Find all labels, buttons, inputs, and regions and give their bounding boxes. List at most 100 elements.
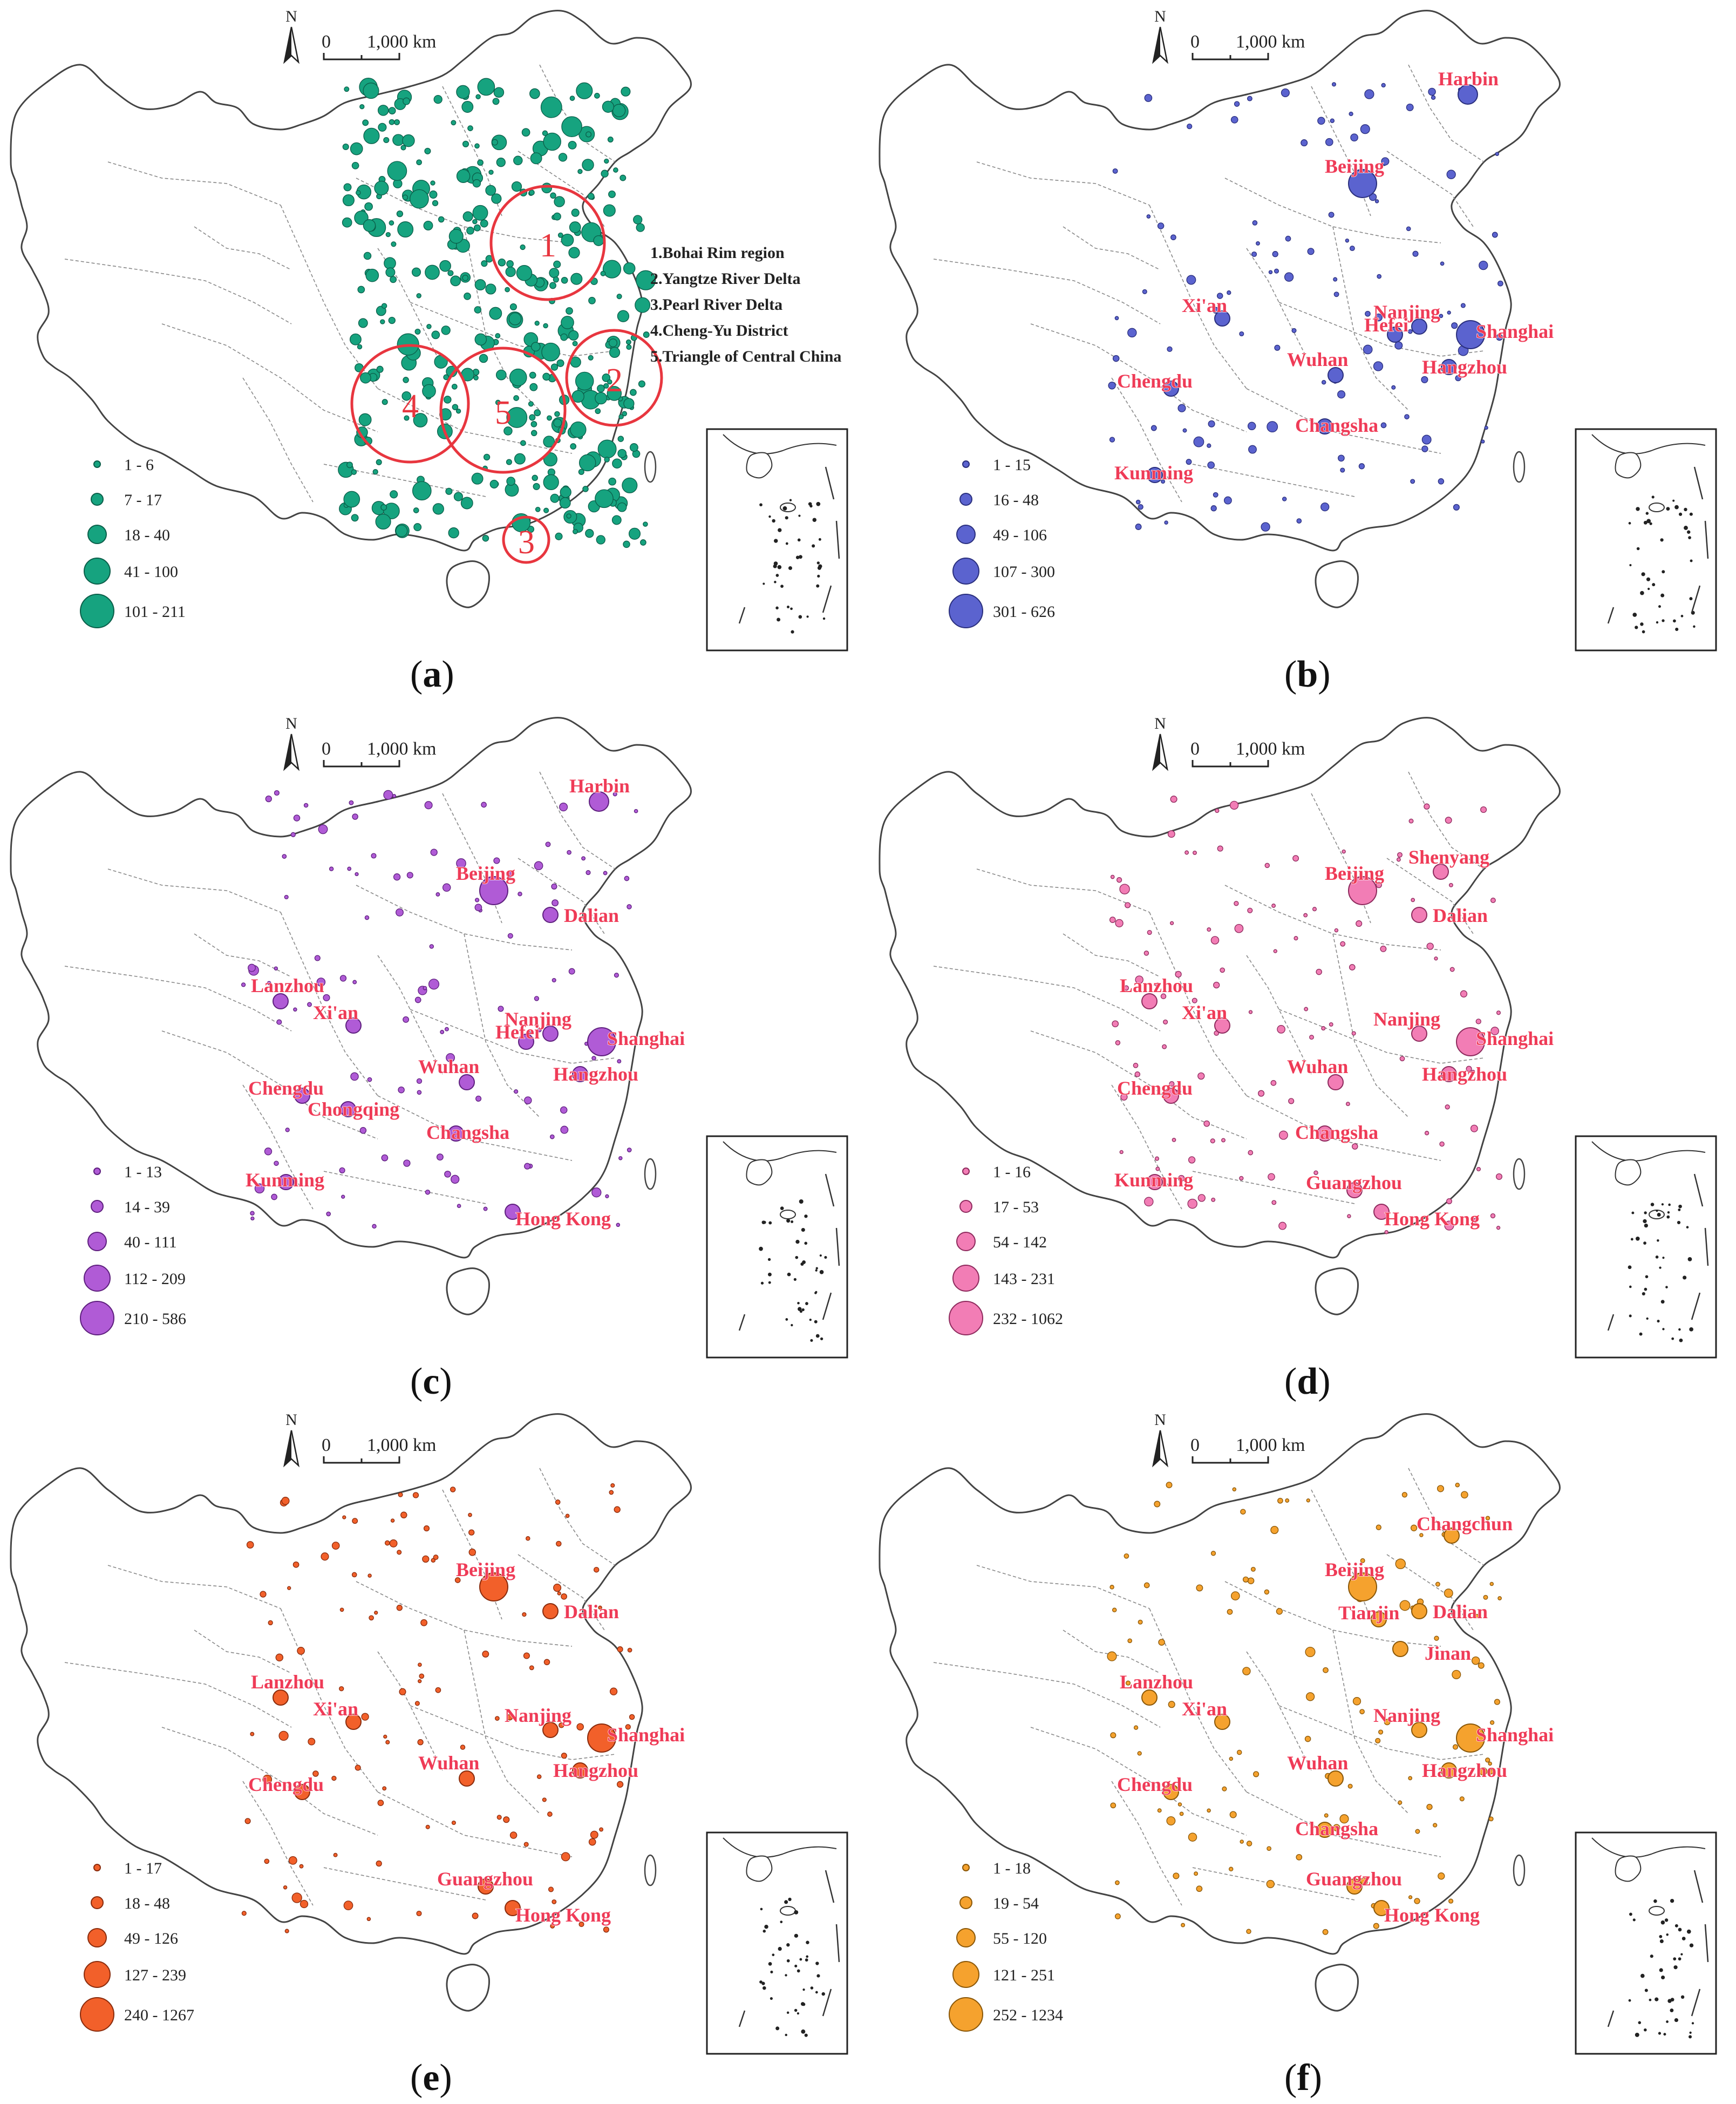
city-point [553,260,561,268]
city-point [436,1153,444,1161]
city-point [1309,1035,1314,1040]
city-point [1489,1720,1495,1725]
city-point [382,399,388,405]
city-point [318,824,328,834]
city-label: Hangzhou [1422,1063,1507,1085]
city-point [506,459,512,465]
city-point [1270,1080,1277,1086]
city-point [1306,1498,1310,1503]
city-point [618,1156,623,1160]
city-point [492,98,500,105]
region-number: 5 [495,395,512,431]
legend-symbol [959,493,972,506]
city-point [509,1831,518,1839]
city-point [284,1929,289,1933]
scale-distance: 1,000 km [1236,1435,1305,1455]
city-point [491,193,502,204]
city-point [523,1842,529,1847]
city-point [1196,1885,1203,1892]
city-point [561,1753,567,1759]
city-label: Lanzhou [251,1671,324,1693]
province-boundary [64,259,292,324]
city-marker [1441,1066,1457,1082]
city-point [568,247,580,259]
city-point [1445,1104,1450,1110]
city-point [488,169,494,175]
city-point [1143,1582,1150,1589]
city-point [483,1206,488,1211]
city-point [1399,1056,1405,1062]
city-point [1452,1669,1461,1679]
city-point [1445,817,1452,824]
city-point [1186,459,1192,465]
city-point [520,244,526,250]
city-label: Chengdu [248,1774,324,1795]
city-point [1109,1585,1114,1590]
region-circle [489,185,606,301]
city-point [619,174,627,181]
city-point [1461,1491,1468,1499]
city-point [321,1552,329,1561]
city-point [1223,496,1232,505]
city-point [493,87,505,98]
city-point [514,1089,519,1094]
city-point [535,506,541,512]
legend-symbol [84,1265,111,1292]
city-point [582,486,589,492]
city-point [506,1714,513,1721]
city-point [1476,1166,1481,1172]
city-point [1112,168,1118,174]
city-point [445,487,453,495]
city-marker [1147,1174,1163,1190]
city-point [1143,951,1149,956]
city-point [1479,1767,1488,1776]
city-point [529,383,538,391]
city-point [495,333,501,339]
city-point [1434,1635,1439,1641]
city-label: Hangzhou [1422,1760,1507,1781]
city-marker [278,1174,294,1190]
city-point [1426,942,1434,950]
city-point [528,401,534,407]
city-point [509,303,517,311]
city-point [612,458,622,469]
city-point [1248,445,1257,454]
region-number: 3 [518,524,535,561]
city-label: Xi'an [1182,1698,1227,1720]
city-point [1485,1757,1490,1763]
city-point [417,1739,424,1746]
province-boundary [1030,1030,1247,1139]
map-panel-c: N 0 1,000 km Harbin Beijing Dalian Lanzhou Xi'a… [0,707,869,1408]
city-point [558,153,568,162]
map-svg-a: N 0 1,000 km 1 2 3 4 5 1.Bohai Rim region 2.Yangt… [10,8,848,651]
city-point [1179,1811,1184,1816]
city-marker [1411,1026,1427,1042]
legend-label: 301 - 626 [993,603,1055,621]
city-marker [1456,1027,1485,1056]
city-point [1253,1771,1260,1777]
province-boundary [1332,226,1409,411]
city-point [561,233,574,247]
taiwan-island [644,1854,657,1886]
city-point [608,338,618,348]
city-point [640,539,646,546]
province-boundary [323,1171,486,1204]
city-point [1276,1608,1283,1615]
city-marker [1317,418,1333,435]
city-point [383,137,390,144]
city-label: Changsha [1295,1818,1378,1840]
city-point [1428,87,1436,96]
city-point [1473,1218,1478,1223]
city-point [429,190,438,199]
city-point [530,430,537,437]
city-point [505,266,516,277]
city-point [293,1007,297,1012]
city-point [414,328,421,335]
region-legend-label: 2.Yangtze River Delta [650,270,801,288]
city-point [586,870,591,875]
city-point [331,1775,337,1781]
city-point [464,293,471,300]
city-point [1406,103,1414,111]
city-label: Shanghai [1476,321,1554,342]
city-marker [1317,1822,1333,1838]
